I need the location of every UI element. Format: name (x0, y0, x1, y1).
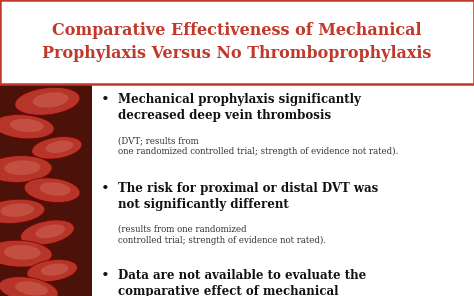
Ellipse shape (15, 87, 80, 115)
Ellipse shape (33, 92, 69, 108)
Bar (0, 0, 474, 84)
Ellipse shape (0, 203, 34, 217)
Ellipse shape (32, 137, 82, 159)
Ellipse shape (41, 263, 69, 276)
Text: Mechanical prophylaxis significantly
decreased deep vein thrombosis: Mechanical prophylaxis significantly dec… (118, 93, 361, 122)
Ellipse shape (46, 141, 73, 153)
Ellipse shape (40, 182, 70, 196)
Text: (results from one randomized
controlled trial; strength of evidence not rated).: (results from one randomized controlled … (118, 225, 327, 245)
Ellipse shape (15, 281, 48, 296)
Text: The risk for proximal or distal DVT was
not significantly different: The risk for proximal or distal DVT was … (118, 182, 379, 211)
Ellipse shape (0, 277, 58, 296)
Bar (92, 84, 474, 296)
Ellipse shape (4, 245, 40, 260)
Text: Comparative Effectiveness of Mechanical
Prophylaxis Versus No Thromboprophylaxis: Comparative Effectiveness of Mechanical … (42, 22, 432, 62)
Ellipse shape (0, 115, 54, 139)
Ellipse shape (10, 119, 44, 132)
Text: •: • (101, 182, 109, 196)
Ellipse shape (27, 260, 77, 282)
Ellipse shape (20, 220, 74, 245)
Bar (0, 84, 92, 296)
Text: •: • (101, 93, 109, 107)
Ellipse shape (24, 178, 80, 202)
Ellipse shape (36, 224, 65, 238)
Text: •: • (101, 269, 109, 283)
Text: (DVT; results from
one randomized controlled trial; strength of evidence not rat: (DVT; results from one randomized contro… (118, 136, 399, 156)
Ellipse shape (0, 199, 45, 223)
Ellipse shape (4, 160, 40, 175)
Text: Data are not available to evaluate the
comparative effect of mechanical
prophyla: Data are not available to evaluate the c… (118, 269, 367, 296)
Ellipse shape (0, 156, 52, 182)
Ellipse shape (0, 240, 52, 267)
